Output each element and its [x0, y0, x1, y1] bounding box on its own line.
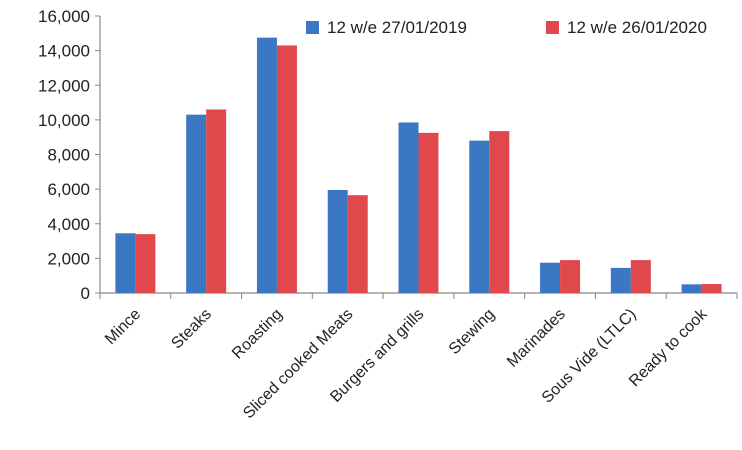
bar-series-2019	[681, 284, 702, 293]
bar-series-2020	[701, 283, 722, 293]
bar-series-2020	[418, 132, 439, 293]
legend-label: 12 w/e 27/01/2019	[327, 18, 467, 37]
legend-label: 12 w/e 26/01/2020	[567, 18, 707, 37]
legend-swatch	[306, 21, 319, 34]
bar-series-2020	[347, 195, 368, 293]
bar-series-2020	[135, 234, 156, 293]
y-tick-label: 2,000	[47, 249, 90, 268]
bar-series-2020	[489, 131, 510, 293]
x-category-label: Roasting	[229, 306, 286, 363]
x-category-label: Marinades	[504, 306, 569, 371]
y-tick-label: 12,000	[38, 76, 90, 95]
legend: 12 w/e 27/01/2019 12 w/e 26/01/2020	[306, 18, 707, 37]
legend-swatch	[546, 21, 559, 34]
bar-series-2020	[630, 260, 651, 293]
axis-labels: 0 2,000 4,000 6,000 8,000 10,000 12,000 14,000 1…	[38, 7, 711, 422]
bars	[115, 37, 722, 294]
y-tick-label: 14,000	[38, 42, 90, 61]
bar-series-2019	[186, 114, 207, 294]
y-tick-label: 6,000	[47, 180, 90, 199]
y-tick-label: 4,000	[47, 215, 90, 234]
bar-series-2019	[469, 140, 490, 293]
y-tick-label: 16,000	[38, 7, 90, 26]
bar-series-2019	[398, 122, 419, 293]
bar-series-2019	[540, 262, 561, 293]
bar-series-2019	[115, 233, 136, 293]
x-category-label: Steaks	[168, 306, 215, 353]
x-category-label: Mince	[102, 306, 144, 348]
bar-series-2019	[610, 267, 631, 293]
bar-series-2020	[206, 109, 227, 293]
bar-series-2019	[256, 37, 277, 293]
y-tick-label: 0	[81, 284, 90, 303]
y-tick-label: 10,000	[38, 111, 90, 130]
bar-series-2019	[327, 189, 348, 293]
bar-series-2020	[276, 45, 297, 294]
bar-series-2020	[560, 260, 581, 293]
y-tick-label: 8,000	[47, 146, 90, 165]
x-category-label: Stewing	[446, 306, 498, 358]
